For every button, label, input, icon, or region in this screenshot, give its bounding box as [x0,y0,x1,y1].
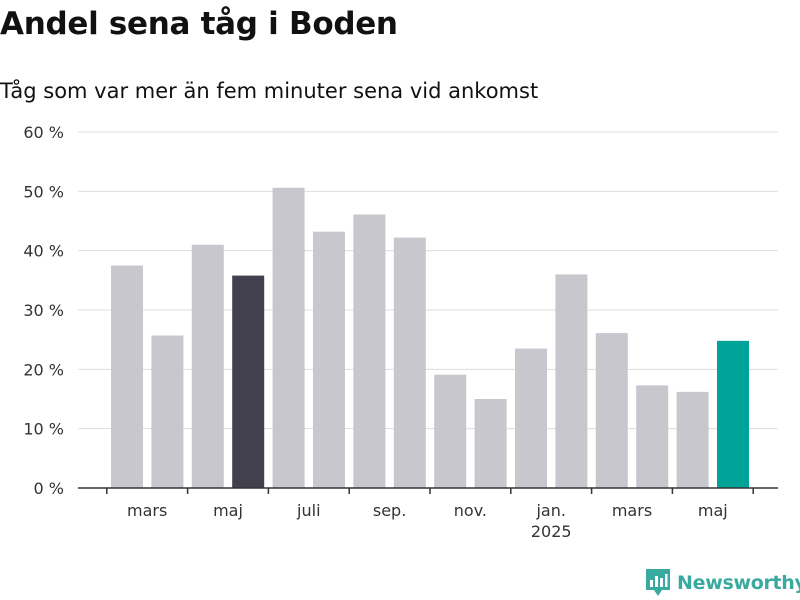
brand-logo: Newsworthy [645,568,800,598]
newsworthy-logo-icon [646,569,670,596]
bar [313,231,345,488]
bar [272,187,305,489]
bar [515,348,547,488]
y-tick-label: 20 % [23,360,64,379]
bar [111,265,143,488]
y-tick-label: 50 % [23,182,64,201]
bar [474,399,507,488]
x-tick-label: juli [296,501,320,520]
bar [191,244,224,488]
bar [353,214,386,488]
x-tick-label: jan. [535,501,565,520]
x-axis: mars maj juli sep. nov. jan. 2025 mars maj [78,487,778,541]
chart-title: Andel sena tåg i Boden [0,6,398,42]
bar [676,391,709,488]
x-tick-label: maj [213,501,243,520]
y-tick-label: 30 % [23,301,64,320]
x-tick-label: nov. [454,501,487,520]
bar [636,385,669,488]
bar [595,333,628,488]
y-tick-label: 0 % [34,479,64,498]
bar [434,374,467,488]
bar [232,275,265,488]
chart-subtitle: Tåg som var mer än fem minuter sena vid … [0,79,539,103]
y-tick-label: 10 % [23,420,64,439]
x-tick-label: maj [698,501,728,520]
x-tick-label: mars [612,501,652,520]
y-tick-label: 60 % [23,123,64,142]
bar-chart: 0 % 10 % 20 % 30 % 40 % 50 % 60 % mars maj juli s… [23,123,778,541]
y-tick-label: 40 % [23,242,64,261]
bar [151,335,184,488]
brand-name: Newsworthy [677,572,800,594]
bars [111,187,749,489]
x-tick-label: mars [127,501,167,520]
bar [555,274,588,488]
x-tick-year-label: 2025 [531,522,572,541]
y-axis-ticks: 0 % 10 % 20 % 30 % 40 % 50 % 60 % [23,123,64,498]
x-tick-label: sep. [373,501,406,520]
bar [393,237,426,488]
bar [717,340,749,488]
